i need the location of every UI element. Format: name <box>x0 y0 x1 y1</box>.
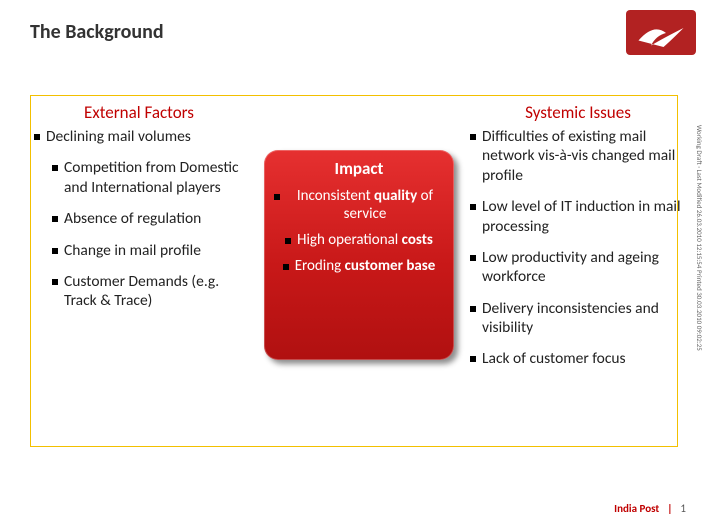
impact-text-3: Eroding customer base <box>295 257 436 275</box>
right-bullet-5: Lack of customer focus <box>470 349 686 368</box>
footer-brand: India Post <box>614 502 659 515</box>
brand-logo <box>626 10 696 55</box>
india-post-icon <box>636 18 686 48</box>
footer: India Post | 1 <box>614 502 686 515</box>
right-col-title: Systemic Issues <box>470 102 686 123</box>
external-factors-column: External Factors Declining mail volumes … <box>34 102 244 323</box>
impact-bullet-1: Inconsistent quality of service <box>274 187 444 223</box>
left-bullet-5: Customer Demands (e.g. Track & Trace) <box>52 272 244 311</box>
right-bullet-3: Low productivity and ageing workforce <box>470 248 686 287</box>
impact-bullet-3: Eroding customer base <box>274 257 444 275</box>
left-bullet-1: Declining mail volumes <box>34 127 244 146</box>
right-bullet-1: Difficulties of existing mail network vi… <box>470 127 686 185</box>
footer-sep: | <box>667 502 672 515</box>
footer-page: 1 <box>680 502 686 515</box>
side-meta-text: Working Draft · Last Modified 26.03.2010… <box>695 125 704 385</box>
systemic-issues-column: Systemic Issues Difficulties of existing… <box>470 102 686 381</box>
impact-bullet-2: High operational costs <box>274 231 444 249</box>
impact-title: Impact <box>274 158 444 179</box>
slide: The Background External Factors Declinin… <box>0 0 706 529</box>
impact-box: Impact Inconsistent quality of service H… <box>264 150 454 360</box>
left-col-title: External Factors <box>34 102 244 123</box>
right-bullet-4: Delivery inconsistencies and visibility <box>470 299 686 338</box>
impact-text-1: Inconsistent quality of service <box>286 187 444 223</box>
left-bullet-2: Competition from Domestic and Internatio… <box>52 158 244 197</box>
left-bullet-4: Change in mail profile <box>52 241 244 260</box>
impact-text-2: High operational costs <box>297 231 433 249</box>
page-title: The Background <box>30 20 164 44</box>
left-bullet-3: Absence of regulation <box>52 209 244 228</box>
right-bullet-2: Low level of IT induction in mail proces… <box>470 197 686 236</box>
